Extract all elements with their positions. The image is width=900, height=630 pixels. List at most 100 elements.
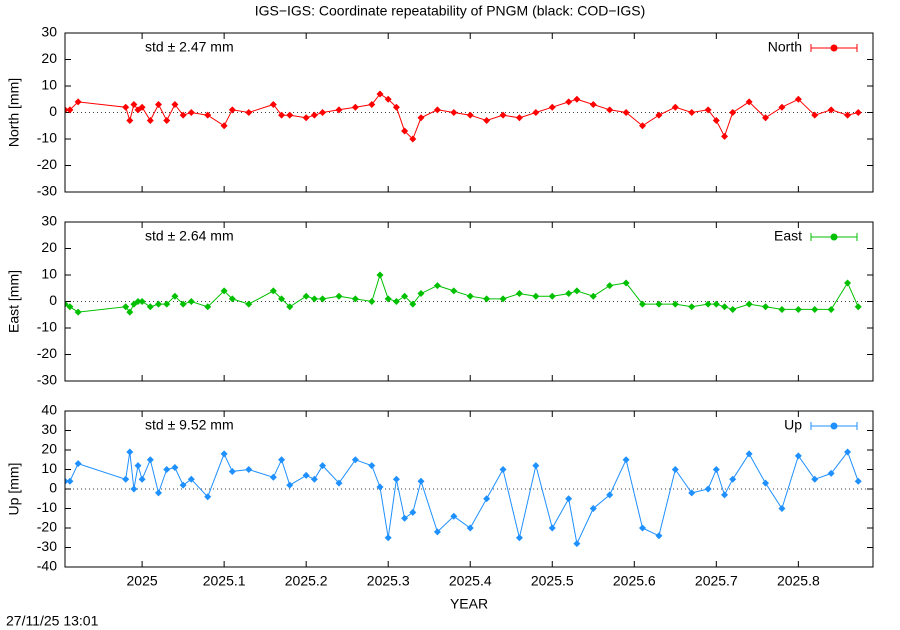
data-point — [310, 295, 318, 303]
data-point — [450, 109, 458, 116]
data-point — [638, 300, 646, 308]
y-tick-label: 20 — [41, 50, 57, 66]
data-point — [368, 462, 376, 470]
data-point — [778, 305, 786, 313]
data-point — [515, 114, 523, 122]
data-point — [450, 512, 458, 520]
data-point — [638, 122, 646, 130]
data-point — [565, 98, 573, 106]
data-point — [126, 308, 134, 316]
data-point — [278, 456, 286, 464]
plot-frame — [64, 221, 874, 382]
data-point — [532, 292, 540, 300]
x-tick-label: 2025.8 — [777, 573, 820, 589]
data-point — [606, 282, 614, 290]
data-point — [351, 295, 359, 303]
data-point — [483, 495, 491, 503]
data-point — [351, 456, 359, 464]
data-point — [319, 462, 327, 470]
y-tick-label: 30 — [41, 24, 57, 40]
data-point — [671, 300, 679, 308]
data-point — [384, 534, 392, 542]
data-point — [126, 116, 134, 124]
plot-frame — [64, 410, 874, 568]
data-point — [721, 303, 729, 311]
data-point — [187, 109, 195, 116]
data-point — [466, 524, 474, 532]
data-point — [138, 475, 146, 483]
data-point — [376, 90, 384, 98]
data-point — [146, 303, 154, 311]
series-line — [65, 450, 859, 546]
data-point — [622, 279, 630, 287]
data-point — [163, 466, 171, 473]
data-point — [269, 473, 277, 481]
data-point — [171, 464, 179, 472]
x-tick-label: 2025.7 — [695, 573, 738, 589]
data-point — [778, 103, 786, 111]
data-point — [228, 295, 236, 303]
data-point — [417, 290, 425, 298]
data-point — [548, 524, 556, 532]
data-point — [827, 469, 835, 477]
data-point — [122, 303, 130, 311]
x-tick-label: 2025.6 — [613, 573, 656, 589]
data-point — [589, 101, 597, 109]
data-point — [606, 106, 614, 114]
data-point — [688, 109, 696, 116]
data-point — [319, 109, 327, 116]
data-point — [401, 292, 409, 300]
data-point — [854, 109, 862, 116]
data-point — [729, 305, 737, 313]
y-tick-label: 0 — [49, 103, 57, 119]
data-point — [286, 303, 294, 311]
data-point — [187, 298, 195, 305]
data-point — [286, 111, 294, 119]
data-point — [310, 475, 318, 483]
data-point — [163, 116, 171, 124]
data-point — [155, 101, 163, 109]
data-point — [74, 98, 82, 106]
data-point — [401, 514, 409, 522]
figure-title: IGS−IGS: Coordinate repeatability of PNG… — [255, 3, 646, 19]
data-point — [811, 475, 819, 483]
data-point — [466, 111, 474, 119]
x-tick-label: 2025.4 — [449, 573, 492, 589]
data-point — [376, 483, 384, 491]
y-tick-label: 30 — [41, 421, 57, 437]
data-point — [302, 471, 310, 479]
data-point — [762, 303, 770, 311]
data-point — [827, 106, 835, 114]
data-point — [589, 505, 597, 512]
y-axis-label: East [mm] — [6, 270, 22, 333]
data-point — [126, 448, 134, 456]
data-point — [433, 282, 441, 290]
legend-dot — [830, 422, 838, 430]
data-point — [220, 122, 228, 130]
data-point — [573, 540, 581, 548]
annotation: std ± 2.47 mm — [145, 39, 234, 55]
data-point — [228, 106, 236, 114]
data-point — [130, 485, 138, 493]
data-point — [573, 95, 581, 103]
x-tick-label: 2025 — [127, 573, 158, 589]
data-point — [368, 298, 376, 305]
data-point — [171, 101, 179, 109]
legend-label: North — [768, 39, 802, 55]
data-point — [573, 287, 581, 295]
data-point — [811, 111, 819, 119]
data-point — [704, 300, 712, 308]
data-point — [66, 303, 74, 311]
y-axis-label: North [mm] — [6, 78, 22, 147]
data-point — [286, 481, 294, 489]
data-point — [854, 303, 862, 311]
data-point — [450, 287, 458, 295]
data-point — [844, 279, 852, 287]
data-point — [122, 103, 130, 111]
data-point — [794, 95, 802, 103]
data-point — [163, 300, 171, 308]
data-point — [515, 290, 523, 298]
data-point — [204, 303, 212, 311]
data-point — [335, 292, 343, 300]
